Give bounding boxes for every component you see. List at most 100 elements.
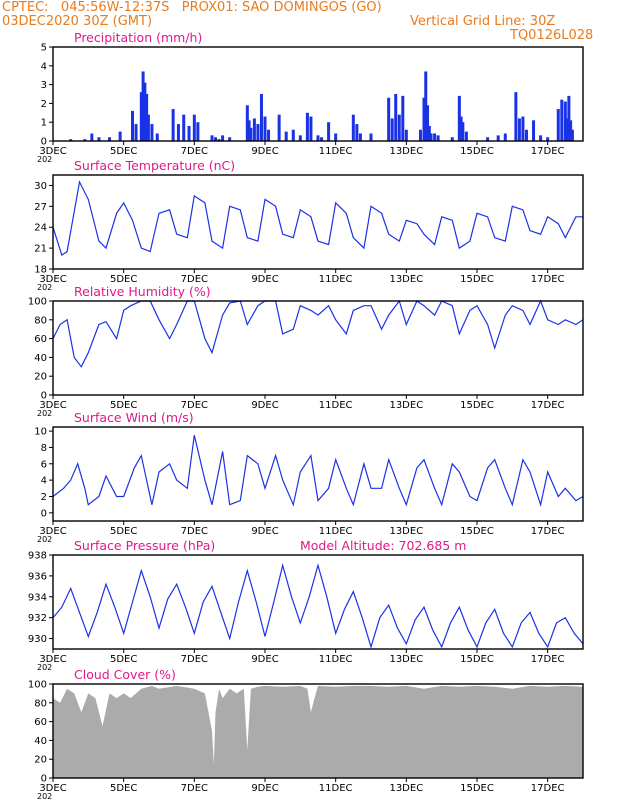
x-tick-label: 5DEC	[110, 146, 137, 157]
y-tick-label: 934	[28, 592, 47, 603]
precip-bar	[245, 105, 249, 141]
panel-frame	[52, 300, 584, 396]
x-tick-label: 17DEC	[531, 526, 565, 537]
panel-precip: 0 1 2 3 4 5 3DEC 5DEC 7DEC 9DEC 11DEC 13DEC 15DEC 17D…	[37, 30, 584, 164]
precip-bar	[249, 127, 253, 141]
y-tick-label: 4	[41, 476, 47, 487]
precip-bar	[187, 125, 191, 141]
x-tick-label: 15DEC	[460, 654, 494, 665]
precip-bar	[155, 133, 159, 141]
panel-title: Surface Wind (m/s)	[74, 410, 194, 425]
y-tick-label: 5	[41, 43, 47, 54]
x-tick-label: 3DEC	[39, 783, 66, 794]
precip-bar	[369, 133, 373, 141]
x-tick-label: 3DEC	[39, 654, 66, 665]
precip-bar	[150, 124, 154, 141]
x-year-label: 202	[37, 409, 52, 418]
panel-title: Surface Pressure (hPa)	[74, 538, 215, 553]
y-tick-label: 3	[41, 80, 47, 91]
x-tick-label: 13DEC	[389, 654, 423, 665]
precip-bar	[118, 131, 122, 141]
precip-bar	[433, 133, 437, 141]
x-tick-label: 17DEC	[531, 146, 565, 157]
precip-bar	[141, 71, 145, 141]
x-tick-label: 11DEC	[319, 783, 353, 794]
precip-bar	[422, 97, 426, 141]
panel-frame	[52, 554, 584, 650]
precip-bar	[228, 137, 232, 141]
y-tick-label: 100	[28, 297, 47, 308]
precip-bar	[457, 95, 461, 141]
precip-bar	[450, 137, 454, 141]
x-tick-label: 11DEC	[319, 526, 353, 537]
header-model-id: TQ0126L028	[510, 28, 594, 43]
cloud-cover-area	[53, 685, 583, 778]
precip-bar	[284, 131, 288, 141]
precip-bar	[517, 118, 521, 141]
x-tick-label: 15DEC	[460, 526, 494, 537]
precip-bar	[418, 129, 422, 141]
x-year-label: 202	[37, 535, 52, 544]
x-tick-label: 13DEC	[389, 146, 423, 157]
y-tick-label: 4	[41, 61, 47, 72]
x-tick-label: 3DEC	[39, 400, 66, 411]
panel-title: Cloud Cover (%)	[74, 667, 176, 682]
x-tick-label: 9DEC	[251, 526, 278, 537]
y-tick-label: 0	[41, 137, 47, 148]
precip-bar	[309, 116, 313, 141]
x-tick-label: 17DEC	[531, 400, 565, 411]
precip-bar	[267, 129, 271, 141]
precip-bar	[97, 137, 101, 141]
precip-bar	[524, 129, 528, 141]
precip-bar	[560, 99, 564, 141]
wind-line	[52, 435, 584, 507]
x-tick-label: 3DEC	[39, 274, 66, 285]
precip-bar	[503, 133, 507, 141]
pres-line	[52, 563, 584, 649]
precip-bar	[569, 120, 573, 141]
precip-bar	[401, 95, 405, 141]
x-tick-label: 9DEC	[251, 274, 278, 285]
y-tick-label: 20	[34, 755, 47, 766]
precip-bar	[171, 109, 175, 141]
precip-bar	[259, 94, 263, 141]
panel-cloud: 0 20 40 60 80 100 3DEC 5DEC 7DEC 9DEC 11DEC 13DEC 15…	[28, 667, 584, 800]
precip-bar	[256, 124, 260, 141]
x-tick-label: 5DEC	[110, 783, 137, 794]
panel-title: Precipitation (mm/h)	[74, 30, 202, 45]
y-tick-label: 0	[41, 508, 47, 519]
y-tick-label: 932	[28, 613, 47, 624]
x-tick-label: 5DEC	[110, 400, 137, 411]
panel-rh: 0 20 40 60 80 100 3DEC 5DEC 7DEC 9DEC 11DEC 13DEC 15…	[28, 284, 584, 418]
y-tick-label: 60	[34, 717, 47, 728]
precip-bar	[176, 124, 180, 141]
x-tick-label: 17DEC	[531, 783, 565, 794]
precip-bar	[277, 114, 281, 141]
y-tick-label: 0	[41, 774, 47, 785]
precip-bar	[486, 137, 490, 141]
precip-bar	[514, 92, 518, 141]
precip-bar	[217, 139, 221, 141]
precip-bar	[182, 114, 186, 141]
y-tick-label: 8	[41, 443, 47, 454]
panel-frame	[52, 46, 584, 142]
precip-bar	[390, 118, 394, 141]
precip-bar	[404, 129, 408, 141]
panel-frame	[52, 426, 584, 522]
panel-frame	[52, 683, 584, 779]
precip-bar	[210, 135, 214, 141]
precip-bar	[221, 135, 225, 141]
precip-bar	[90, 133, 94, 141]
precip-bar	[252, 118, 256, 141]
x-tick-label: 7DEC	[181, 526, 208, 537]
precip-bar	[247, 120, 251, 141]
y-tick-label: 60	[34, 334, 47, 345]
x-tick-label: 13DEC	[389, 400, 423, 411]
panel-annotation: Model Altitude: 702.685 m	[300, 538, 466, 553]
precip-bar	[461, 122, 465, 141]
x-year-label: 202	[37, 792, 52, 800]
x-year-label: 202	[37, 663, 52, 672]
panel-title: Surface Temperature (nC)	[74, 158, 235, 173]
x-tick-label: 5DEC	[110, 274, 137, 285]
x-year-label: 202	[37, 283, 52, 292]
